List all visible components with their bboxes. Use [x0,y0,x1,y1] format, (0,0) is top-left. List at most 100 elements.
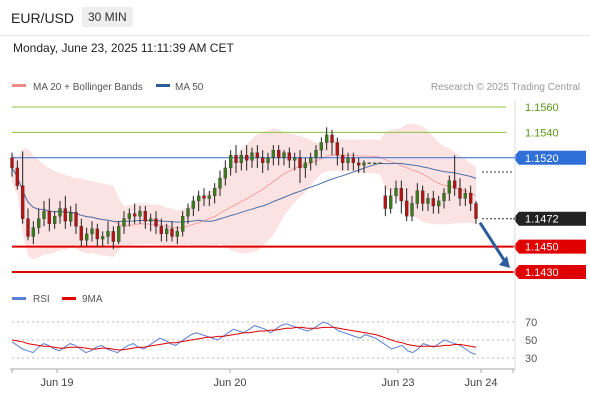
candle-body [117,226,121,242]
candle-body [309,157,313,163]
candle-body [79,226,83,241]
candle-body [335,142,339,156]
candle-body [341,155,345,163]
candle-body [383,195,387,209]
candle-body [154,218,158,227]
candle-body [47,210,51,224]
candle-body [159,226,163,235]
candle-body [351,157,355,163]
x-tick-label: Jun 19 [40,377,73,389]
candle-body [421,190,425,204]
legend-label-rsi: RSI [33,294,50,305]
candle-body [426,198,430,204]
candle-body [255,152,259,158]
candle-body [282,152,286,158]
candle-body [229,155,233,169]
candle-body [389,195,393,209]
level-label-1.1540: 1.1540 [525,127,559,139]
legend-swatch-ma50 [156,84,170,87]
candle-body [447,180,451,194]
candle-body [26,218,30,237]
candle-body [325,134,329,143]
rsi-tick-label: 50 [525,335,537,347]
candle-body [106,231,110,237]
rsi-ma-line [11,326,477,351]
price-tag-1.1472 [513,211,586,226]
credit-text: Research © 2025 Trading Central [431,82,580,93]
candle-body [202,195,206,199]
level-label-1.1450: 1.1450 [525,242,559,254]
candle-body [10,157,14,169]
candle-body [245,155,249,161]
candle-body [149,218,153,222]
candle-body [474,203,478,219]
candle-body [469,193,473,204]
header-divider [0,35,590,36]
candle-body [186,208,190,217]
x-tick-label: Jun 20 [213,377,246,389]
candle-body [442,193,446,202]
candle-body [181,216,185,232]
candle-body [373,162,377,164]
price-tag-1.1520 [513,150,586,165]
timeframe-button[interactable]: 30 MIN [82,7,133,27]
candle-body [319,142,323,151]
candle-body [239,155,243,163]
x-tick-label: Jun 23 [381,377,414,389]
candle-body [437,200,441,207]
legend-label-9ma: 9MA [82,294,103,305]
ma50-line [11,162,477,223]
candle-body [250,152,254,161]
candle-body [287,152,291,161]
legend-swatch-rsi [12,297,26,300]
level-label-1.1520: 1.1520 [525,153,559,165]
candle-body [234,155,238,163]
legend-label-ma20: MA 20 + Bollinger Bands [33,82,143,93]
candle-body [463,193,467,199]
candle-body [31,227,35,237]
candle-body [213,188,217,196]
candle-body [410,203,414,217]
candle-body [111,231,115,242]
candle-body [277,150,281,158]
candle-body [143,210,147,222]
forecast-arrow [478,221,508,264]
rsi-tick-label: 70 [525,317,537,329]
candle-body [367,162,371,164]
candle-body [69,212,73,222]
candle-body [453,180,457,189]
legend-swatch-ma20 [12,84,26,87]
candle-body [346,157,350,163]
rsi-line [11,321,477,355]
chart-header: EUR/USD 30 MIN [0,0,590,36]
candle-body [330,134,334,143]
timestamp: Monday, June 23, 2025 11:11:39 AM CET [13,41,234,55]
candle-body [293,157,297,161]
candle-body [261,157,265,163]
candle-body [431,198,435,207]
candle-body [15,167,19,186]
candle-body [85,233,89,241]
candle-body [405,200,409,217]
candle-body [53,216,57,224]
candle-body [101,236,105,240]
candle-body [223,167,227,179]
legend-label-ma50: MA 50 [175,82,204,93]
candle-body [415,190,419,204]
candle-body [42,210,46,219]
candle-body [399,188,403,202]
candle-body [74,212,78,227]
candle-body [90,228,94,235]
price-tag-1.1450 [513,239,586,254]
level-label-1.1430: 1.1430 [525,267,559,279]
candle-body [37,218,41,228]
candle-body [362,162,366,166]
level-label-1.1560: 1.1560 [525,102,559,114]
level-label-1.1472: 1.1472 [525,214,559,226]
candle-body [138,210,142,217]
candle-body [303,162,307,169]
candle-body [191,200,195,209]
candle-body [58,208,62,217]
candle-body [63,208,67,222]
